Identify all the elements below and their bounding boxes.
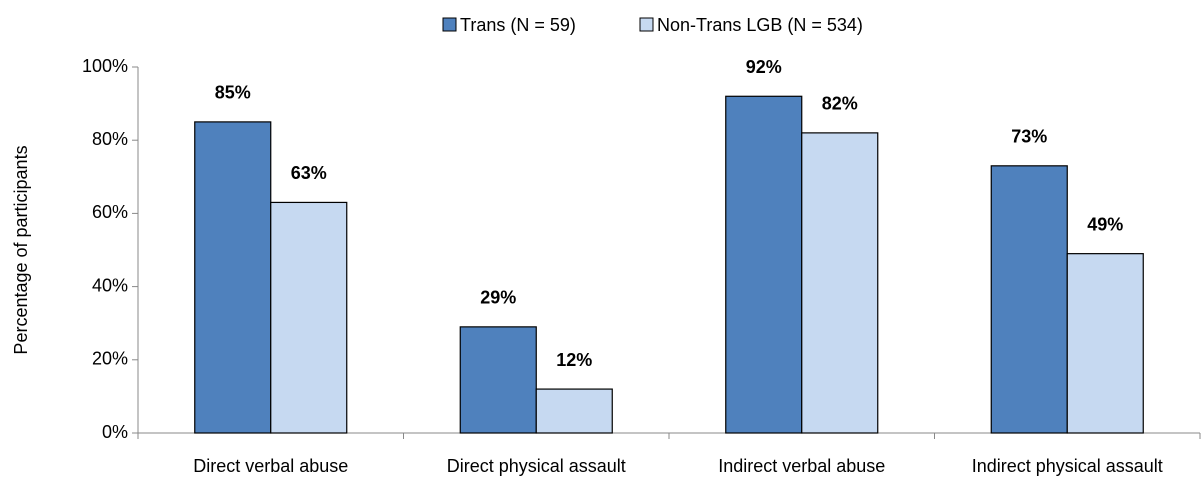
bar [194,121,272,434]
bar [725,95,803,434]
y-tick-label: 60% [92,202,128,222]
value-label: 63% [291,163,327,183]
bar [1066,253,1144,434]
value-label: 29% [480,288,516,308]
y-tick-label: 20% [92,349,128,369]
value-label: 73% [1011,127,1047,147]
value-label: 92% [746,57,782,77]
value-label: 85% [215,83,251,103]
y-tick-label: 80% [92,129,128,149]
bar [990,165,1068,434]
legend-swatch [639,17,654,32]
legend-label: Trans (N = 59) [460,15,576,35]
value-label: 12% [556,350,592,370]
y-tick-label: 40% [92,275,128,295]
legend-label: Non-Trans LGB (N = 534) [657,15,863,35]
y-tick-label: 100% [82,56,128,76]
y-tick-label: 0% [102,422,128,442]
bar [270,201,348,434]
y-axis-label: Percentage of participants [11,145,31,354]
value-label: 49% [1087,214,1123,234]
x-tick-label: Indirect physical assault [972,456,1163,476]
bar [459,326,537,434]
value-label: 82% [822,94,858,114]
x-tick-label: Indirect verbal abuse [718,456,885,476]
x-tick-label: Direct verbal abuse [193,456,348,476]
bar [801,132,879,434]
bar [535,388,613,434]
legend-swatch [442,17,457,32]
x-tick-label: Direct physical assault [447,456,626,476]
